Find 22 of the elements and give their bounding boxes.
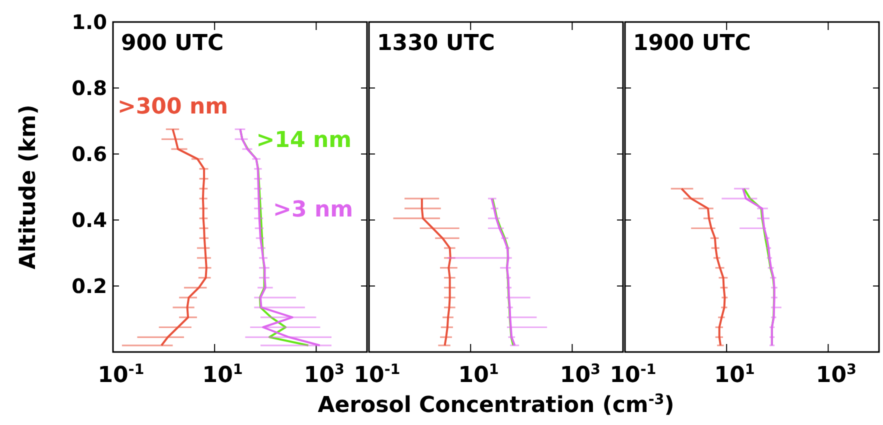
series-label: >3 nm xyxy=(273,197,354,222)
y-tick-label: 0.8 xyxy=(72,76,107,100)
y-tick-label: 0.2 xyxy=(72,274,107,298)
chart-title: 1330 UTC xyxy=(377,31,495,56)
x-tick-label: 10$^{3}$ xyxy=(816,362,856,388)
y-tick-label: 1.0 xyxy=(72,10,107,34)
x-tick-label: 10$^{1}$ xyxy=(714,362,755,388)
x-tick-label: 10$^{3}$ xyxy=(560,362,600,388)
x-tick-label: 10$^{3}$ xyxy=(304,362,344,388)
x-tick-label: 10$^{1}$ xyxy=(202,362,243,388)
y-axis-title: Altitude (km) xyxy=(16,104,41,270)
y-tick-label: 0.4 xyxy=(72,208,107,232)
x-tick-label: 10$^{-1}$ xyxy=(354,362,400,388)
x-tick-label: 10$^{-1}$ xyxy=(610,362,656,388)
chart-title: 900 UTC xyxy=(121,31,224,56)
chart-title: 1900 UTC xyxy=(633,31,751,56)
series-label: >14 nm xyxy=(256,128,352,154)
x-tick-label: 10$^{-1}$ xyxy=(98,362,144,388)
series-label: >300 nm xyxy=(117,94,228,120)
x-axis-title: Aerosol Concentration (cm$^{-3}$) xyxy=(318,392,674,418)
y-tick-label: 0.6 xyxy=(72,142,107,166)
x-tick-label: 10$^{1}$ xyxy=(458,362,499,388)
